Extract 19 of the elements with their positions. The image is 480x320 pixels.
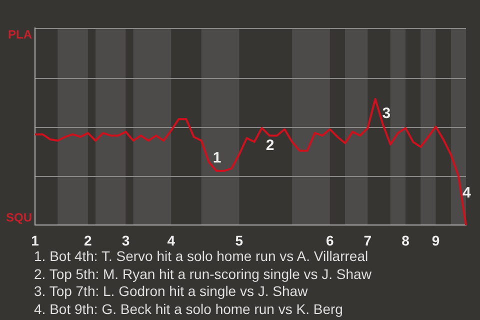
x-tick-label: 1 xyxy=(31,232,40,248)
annotation: 4 xyxy=(462,184,472,202)
x-tick-label: 5 xyxy=(235,232,244,248)
x-tick-label: 8 xyxy=(402,232,410,248)
text: 2. Top 5th: M. Ryan hit a run-scoring single vs J. Shaw xyxy=(34,266,372,283)
x-tick-label: 7 xyxy=(364,232,372,248)
annotation: 3 xyxy=(382,105,391,122)
annotation: 1 xyxy=(212,149,222,166)
text: 1. Bot 4th: T. Servo hit a solo home run vs A. Villarreal xyxy=(34,248,370,266)
x-tick-label: 9 xyxy=(432,232,440,248)
text: 4. Bot 9th: G. Beck hit a solo home run vs K. Berg xyxy=(34,300,344,318)
x-tick-label: 4 xyxy=(167,232,176,248)
text: SQU xyxy=(6,210,32,225)
x-tick-label: 3 xyxy=(122,232,130,248)
annotation: 2 xyxy=(266,136,274,154)
x-tick-label: 2 xyxy=(84,232,92,248)
text: 3. Top 7th: L. Godron hit a single vs J. Shaw xyxy=(34,283,309,300)
x-tick-label: 6 xyxy=(326,232,334,248)
text: PLA xyxy=(8,27,32,42)
